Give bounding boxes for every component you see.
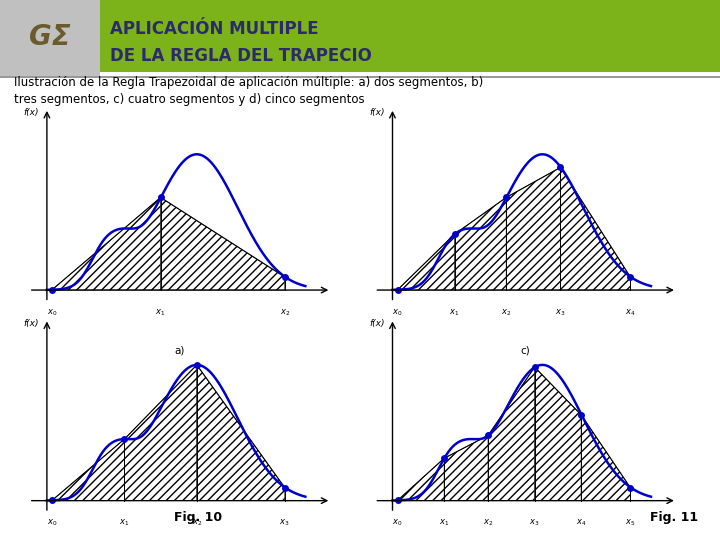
Polygon shape — [125, 365, 197, 501]
Text: $x_5$: $x_5$ — [625, 518, 636, 528]
Bar — [100, 0, 720, 72]
Polygon shape — [52, 439, 125, 501]
Text: $x_0$: $x_0$ — [47, 307, 58, 318]
Text: Ilustración de la Regla Trapezoidal de aplicación múltiple: a) dos segmentos, b): Ilustración de la Regla Trapezoidal de a… — [14, 76, 484, 106]
Text: f(x): f(x) — [369, 108, 384, 117]
Text: $x_3$: $x_3$ — [529, 518, 540, 528]
Text: f(x): f(x) — [24, 108, 39, 117]
Text: $x_4$: $x_4$ — [625, 307, 636, 318]
Text: $x_1$: $x_1$ — [449, 307, 459, 318]
Text: $x_0$: $x_0$ — [392, 307, 403, 318]
Polygon shape — [488, 367, 535, 501]
Text: $x_1$: $x_1$ — [120, 518, 130, 528]
Text: $x_1$: $x_1$ — [439, 518, 449, 528]
Text: $x_0$: $x_0$ — [392, 518, 403, 528]
Polygon shape — [161, 198, 284, 290]
Polygon shape — [581, 415, 630, 501]
Text: $x_2$: $x_2$ — [192, 518, 202, 528]
Polygon shape — [535, 367, 581, 501]
Polygon shape — [506, 167, 560, 290]
Text: $x_2$: $x_2$ — [501, 307, 511, 318]
Polygon shape — [560, 167, 630, 290]
Text: Fig. 11: Fig. 11 — [650, 511, 698, 524]
Text: f(x): f(x) — [369, 319, 384, 328]
Text: $x_0$: $x_0$ — [47, 518, 58, 528]
Text: DE LA REGLA DEL TRAPECIO: DE LA REGLA DEL TRAPECIO — [110, 48, 372, 65]
Polygon shape — [444, 435, 488, 501]
Text: Fig. 10: Fig. 10 — [174, 511, 222, 524]
Text: $x_1$: $x_1$ — [156, 307, 166, 318]
Text: GΣ: GΣ — [29, 23, 71, 51]
Bar — [0, 0, 100, 76]
Text: APLICACIÓN MULTIPLE: APLICACIÓN MULTIPLE — [110, 20, 319, 38]
Text: $x_2$: $x_2$ — [279, 307, 290, 318]
Text: $x_3$: $x_3$ — [279, 518, 290, 528]
Text: $x_4$: $x_4$ — [576, 518, 587, 528]
Polygon shape — [197, 365, 284, 501]
Text: c): c) — [521, 345, 531, 355]
Polygon shape — [454, 198, 506, 290]
Polygon shape — [52, 198, 161, 290]
Polygon shape — [397, 458, 444, 501]
Text: a): a) — [175, 345, 185, 355]
Text: f(x): f(x) — [24, 319, 39, 328]
Text: $x_3$: $x_3$ — [555, 307, 566, 318]
Text: $x_2$: $x_2$ — [483, 518, 493, 528]
Polygon shape — [397, 234, 454, 290]
